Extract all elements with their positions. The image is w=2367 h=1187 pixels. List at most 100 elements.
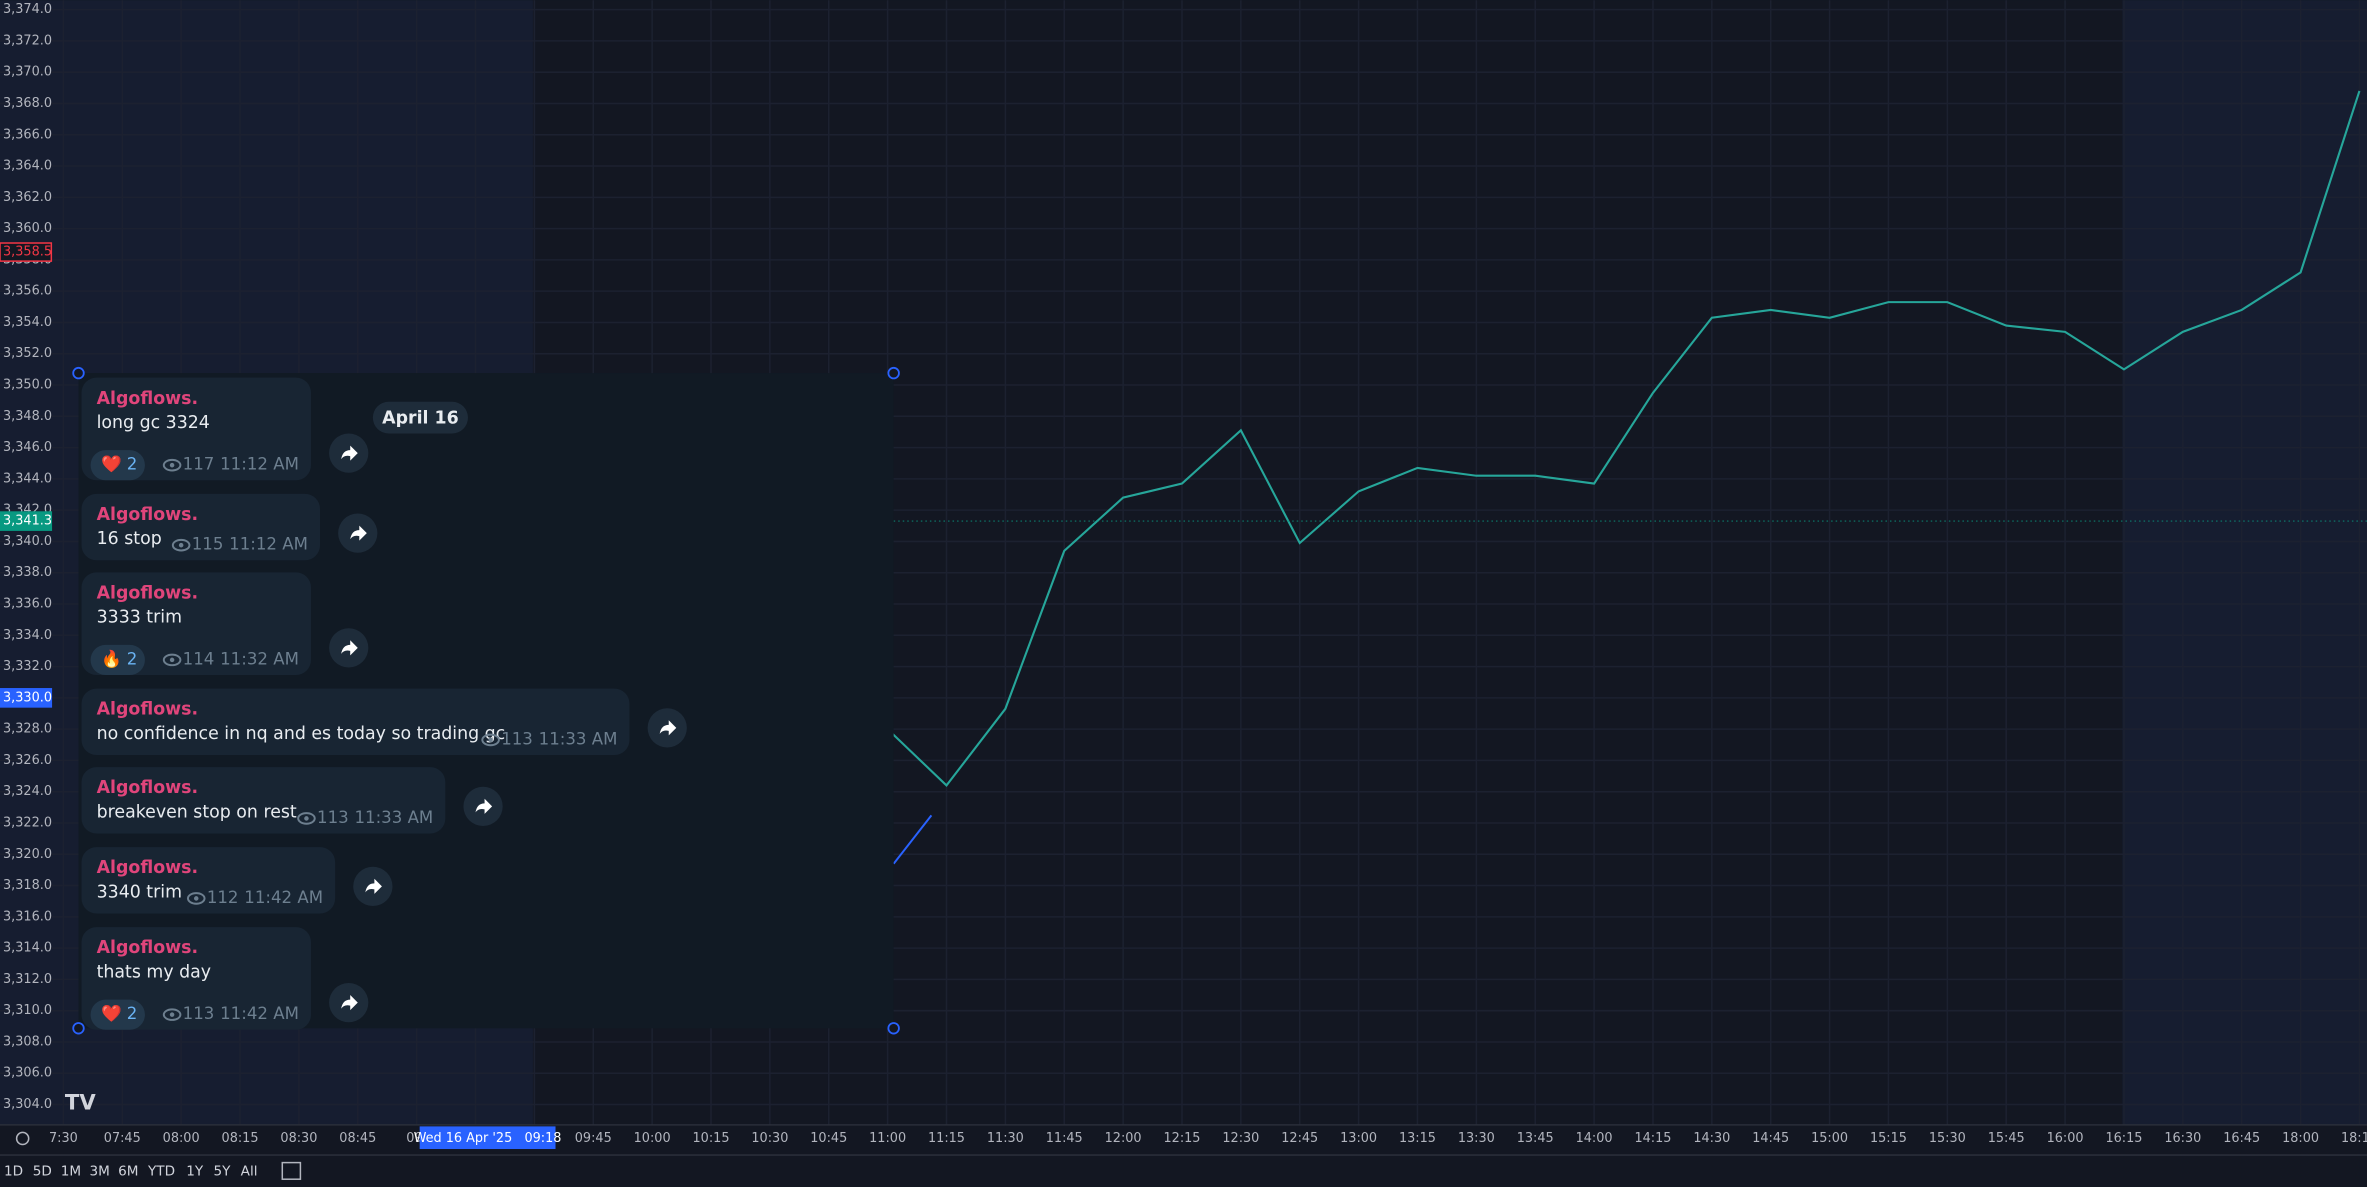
x-tick-label: 13:15 [1399,1131,1436,1146]
y-tick-label: 3,368.0 [3,96,52,111]
reaction-emoji: ❤️ [101,1004,122,1023]
x-tick-label: 14:00 [1576,1131,1613,1146]
eye-icon [481,733,500,747]
y-tick-label: 3,348.0 [3,409,52,424]
eye-icon [162,1008,182,1021]
y-tick-label: 3,304.0 [3,1097,52,1112]
range-button[interactable]: 5Y [213,1164,231,1180]
eye-icon [297,812,316,825]
sender: Algoflows. [97,858,199,878]
x-tick-label: 15:45 [1988,1131,2025,1146]
x-tick-label: 13:30 [1458,1131,1495,1146]
range-button[interactable]: 5D [33,1164,52,1180]
y-tick-label: 3,354.0 [3,315,52,330]
y-tick-label: 3,336.0 [3,597,52,612]
message-text: thats my day [97,962,211,982]
sender: Algoflows. [97,778,199,798]
selection-handle[interactable] [72,366,85,380]
range-button[interactable]: 3M [89,1164,109,1180]
eye-icon [162,458,182,472]
settings-icon[interactable] [15,1131,30,1146]
x-tick-label: 16:15 [2105,1131,2142,1146]
y-tick-label: 3,318.0 [3,878,52,893]
selection-handle[interactable] [887,366,900,380]
selection-handle[interactable] [887,1022,900,1035]
x-tick-label: 10:45 [810,1131,847,1146]
x-tick-label: 14:30 [1693,1131,1730,1146]
x-tick-label: 10:30 [751,1131,788,1146]
time: 11:42 AM [220,1004,299,1023]
message-text: 3333 trim [97,608,182,628]
price-badge-label: 3,341.3 [3,514,52,529]
range-button[interactable]: YTD [147,1164,175,1180]
views: 113 [501,729,533,748]
eye-pupil [304,816,309,821]
x-tick-label: 16:45 [2223,1131,2260,1146]
views: 114 [183,649,215,668]
y-tick-label: 3,372.0 [3,33,52,48]
x-tick-label: 16:30 [2164,1131,2201,1146]
range-button[interactable]: 1Y [186,1164,204,1180]
range-button[interactable]: 6M [118,1164,138,1180]
message-text: no confidence in nq and es today so trad… [97,724,506,744]
views: 115 [192,535,224,554]
x-tick-label: 13:00 [1340,1131,1377,1146]
time: 11:33 AM [539,729,618,748]
range-button[interactable]: All [241,1164,258,1180]
x-tick-label: 12:45 [1281,1131,1318,1146]
eye-pupil [178,542,184,548]
share-icon [341,995,358,1011]
message-bubble [81,767,446,834]
x-tick-label: 15:00 [1811,1131,1848,1146]
x-tick-label: 11:30 [987,1131,1024,1146]
y-tick-label: 3,374.0 [3,2,52,17]
x-tick-label: 12:00 [1105,1131,1142,1146]
reaction-pill[interactable] [90,450,145,481]
reaction-count: 2 [127,455,138,474]
eye-pupil [169,462,175,468]
x-tick-label: 7:30 [49,1131,78,1146]
price-badge [0,242,53,262]
y-tick-label: 3,366.0 [3,127,52,142]
message-text: 3340 trim [97,882,182,902]
price-badge-label: 3,358.5 [3,245,52,260]
sender: Algoflows. [97,505,199,525]
y-tick-label: 3,306.0 [3,1066,52,1081]
y-tick-label: 3,340.0 [3,534,52,549]
eye-icon [162,653,182,667]
x-tick-label: 08:30 [280,1131,317,1146]
x-tick-label: 08:45 [339,1131,376,1146]
date-pill [372,401,468,434]
x-tick-label: 10:00 [634,1131,671,1146]
reaction-pill[interactable] [90,644,145,676]
y-tick-label: 3,310.0 [3,1003,52,1018]
x-tick-label: 15:15 [1870,1131,1907,1146]
time: 11:32 AM [220,649,299,668]
x-tick-label: 11:15 [928,1131,965,1146]
message-bubble [81,493,321,561]
y-tick-label: 3,322.0 [3,815,52,830]
reaction-pill[interactable] [90,999,145,1030]
y-tick-label: 3,356.0 [3,284,52,299]
x-tick-label: 08:15 [222,1131,259,1146]
eye-pupil [169,1012,175,1017]
share-icon [659,720,677,736]
x-tick-label: 14:15 [1634,1131,1671,1146]
date-range-icon[interactable] [281,1161,302,1180]
bottom-toolbar [0,1155,2367,1187]
y-tick-label: 3,352.0 [3,346,52,361]
date-label: April 16 [382,408,459,428]
views: 113 [183,1004,215,1023]
price-badge [0,511,53,531]
x-tick-label: 11:00 [869,1131,906,1146]
y-tick-label: 3,334.0 [3,628,52,643]
reaction-count: 2 [127,649,138,668]
reaction-emoji: ❤️ [101,455,122,474]
selection-handle[interactable] [72,1022,85,1035]
share-icon [341,445,358,461]
range-button[interactable]: 1M [61,1164,81,1180]
time: 11:12 AM [229,535,308,554]
time: 11:33 AM [354,808,433,827]
range-button[interactable]: 1D [4,1164,23,1180]
